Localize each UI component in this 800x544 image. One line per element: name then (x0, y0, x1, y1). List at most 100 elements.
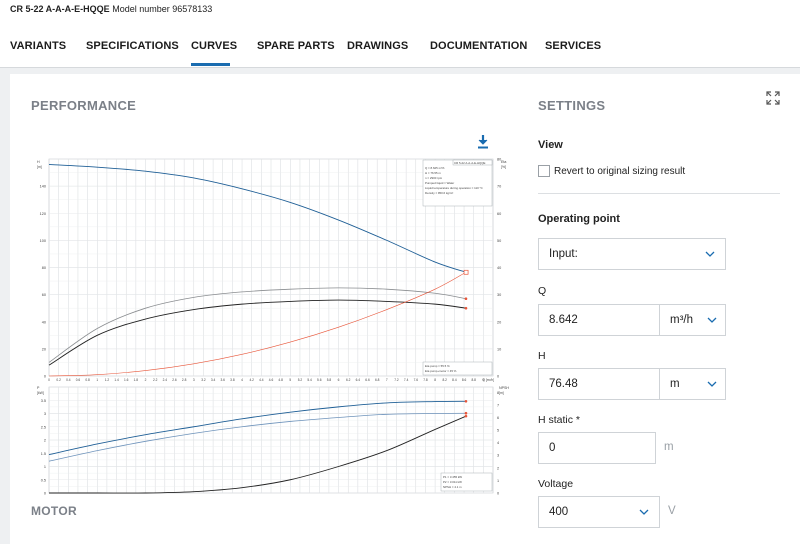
x-tick-label: 7.6 (414, 378, 419, 382)
tab-spare-parts[interactable]: SPARE PARTS (257, 40, 335, 52)
endpoint-npsh (464, 414, 468, 418)
right-axis-unit-2: [m] (499, 391, 504, 395)
y-tick-label: 40 (42, 320, 46, 324)
tab-documentation[interactable]: DOCUMENTATION (430, 40, 528, 52)
x-tick-label: 8 (434, 378, 436, 382)
x-tick-label: 3 (193, 378, 195, 382)
x-tick-label: 9 (482, 378, 484, 382)
y-tick-label: 1.5 (41, 452, 46, 456)
series-p1 (48, 400, 466, 456)
y-tick-label: 80 (42, 266, 46, 270)
x-tick-label: 2.2 (153, 378, 158, 382)
operating-point-label: Operating point (538, 213, 620, 225)
x-tick-label: 8.6 (462, 378, 467, 382)
x-tick-label: 4 (241, 378, 243, 382)
power-line: P2 = 3.011 kW (443, 480, 462, 484)
right-axis-unit: Eta (501, 160, 506, 164)
x-tick-label: 2.6 (172, 378, 177, 382)
hstatic-unit: m (664, 441, 674, 453)
x-tick-label: 1.8 (134, 378, 139, 382)
voltage-unit: V (668, 505, 676, 517)
tab-services[interactable]: SERVICES (545, 40, 602, 52)
power-box (440, 472, 493, 492)
tab-drawings[interactable]: DRAWINGS (347, 40, 409, 52)
legend-tag: CR 5-22 A-A-A-E-HQQE (454, 161, 486, 165)
y2-tick-label: 1 (497, 479, 499, 483)
x-tick-label: 1.2 (105, 378, 110, 382)
h-unit-select[interactable]: m (659, 368, 726, 400)
legend-line: n = 2900 rpm (425, 176, 443, 180)
x-tick-label: 6.8 (375, 378, 380, 382)
power-line: NPSH = 4.1 m (443, 485, 462, 489)
y-tick-label: 2 (44, 439, 46, 443)
y2-tick-label: 4 (497, 441, 499, 445)
x-tick-label: 8.4 (452, 378, 457, 382)
legend-tag-box (452, 159, 493, 166)
input-select[interactable]: Input: (538, 238, 726, 270)
expand-icon[interactable] (766, 91, 780, 105)
x-tick-label: 4.4 (259, 378, 264, 382)
y-tick-label: 2.5 (41, 425, 46, 429)
x-axis-unit: Q [m³/h] (482, 378, 494, 382)
eff-line: Eta pump = 55.5 % (425, 364, 450, 368)
model-number: Model number 96578133 (112, 4, 213, 14)
legend-boxes: CR 5-22 A-A-A-E-HQQE Q = 8.625 m³/hH = 76… (422, 159, 493, 492)
x-tick-label: 0.8 (85, 378, 90, 382)
legend-line: H = 76.55 m (425, 171, 441, 175)
y-tick-label: 1 (44, 465, 46, 469)
y2-tick-label: 2 (497, 466, 499, 470)
hstatic-input[interactable]: 0 (538, 432, 656, 464)
view-label: View (538, 139, 563, 151)
series-system (48, 271, 467, 377)
series-eff_outer (48, 287, 467, 363)
product-heading: CR 5-22 A-A-A-E-HQQE Model number 965781… (10, 4, 212, 14)
q-value: 8.642 (549, 314, 578, 326)
x-tick-label: 5.4 (307, 378, 312, 382)
performance-title: PERFORMANCE (31, 98, 137, 113)
y-tick-label: 0 (44, 375, 46, 379)
q-input[interactable]: 8.642 (538, 304, 660, 336)
x-tick-label: 4.8 (278, 378, 283, 382)
x-tick-label: 2.4 (163, 378, 168, 382)
power-npsh-plot: 0 0.5 1 1.5 2 2.5 3 3.5 0 1 2 3 4 5 6 7 8 P[kW] NPSH[m] (37, 386, 509, 496)
operating-point-marker (463, 269, 469, 275)
x-tick-label: 0.6 (76, 378, 81, 382)
left-axis-unit-2: [kW] (37, 391, 44, 395)
x-tick-label: 3.6 (221, 378, 226, 382)
eff-box (422, 361, 493, 376)
endpoint-eff_outer (464, 297, 468, 300)
x-tick-label: 5.2 (298, 378, 303, 382)
top-bar: CR 5-22 A-A-A-E-HQQE Model number 965781… (0, 0, 800, 68)
tab-specifications[interactable]: SPECIFICATIONS (86, 40, 179, 52)
h-input[interactable]: 76.48 (538, 368, 660, 400)
y2-tick-label: 5 (497, 429, 499, 433)
input-select-value: Input: (549, 248, 578, 260)
y2-tick-label: 7 (497, 403, 499, 407)
voltage-label: Voltage (538, 478, 574, 490)
product-name: CR 5-22 A-A-A-E-HQQE (10, 4, 110, 14)
h-value: 76.48 (549, 378, 578, 390)
chevron-down-icon (705, 251, 715, 257)
legend-line: Liquid temperature during operation = 11… (425, 186, 483, 190)
revert-checkbox[interactable] (538, 165, 550, 177)
endpoint-p1 (464, 400, 468, 403)
left-axis-unit-2: P (37, 386, 40, 390)
power-line: P1 = 3.455 kW (443, 475, 462, 479)
tab-variants[interactable]: VARIANTS (10, 40, 67, 52)
x-tick-label: 5.6 (317, 378, 322, 382)
h-unit-value: m (670, 378, 680, 390)
q-label: Q (538, 285, 547, 297)
voltage-select[interactable]: 400 (538, 496, 660, 528)
download-icon[interactable] (476, 134, 490, 150)
revert-label[interactable]: Revert to original sizing result (554, 166, 686, 177)
right-axis-unit-2: NPSH (499, 386, 509, 390)
legend-line: Q = 8.625 m³/h (425, 166, 445, 170)
endpoint-p2 (464, 411, 468, 415)
x-tick-label: 0 (48, 378, 50, 382)
q-unit-select[interactable]: m³/h (659, 304, 726, 336)
x-tick-label: 8.2 (443, 378, 448, 382)
x-tick-label: 5.8 (327, 378, 332, 382)
tab-curves[interactable]: CURVES (191, 40, 238, 52)
y2-tick-label: 20 (497, 320, 501, 324)
legend-line: Pumped liquid = Water (425, 181, 454, 185)
